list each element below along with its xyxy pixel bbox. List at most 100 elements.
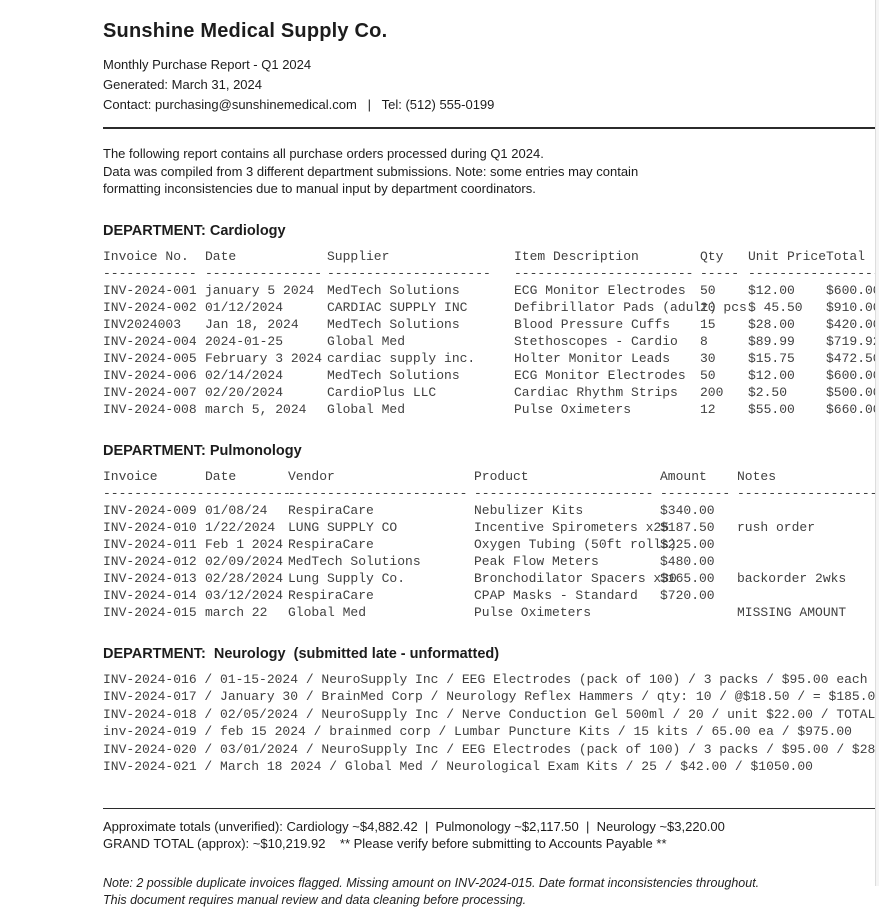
cell: 03/12/2024 (205, 587, 288, 604)
footnotes-section: Note: 2 possible duplicate invoices flag… (103, 875, 876, 910)
cell: 12 (700, 401, 748, 418)
company-title: Sunshine Medical Supply Co. (103, 20, 876, 43)
cell: $719.92 (826, 333, 879, 350)
cell: INV-2024-014 (103, 587, 205, 604)
totals-divider (103, 808, 876, 809)
cell: Defibrillator Pads (adult) (514, 299, 700, 316)
neurology-entry: INV-2024-020 / 03/01/2024 / NeuroSupply … (103, 741, 876, 759)
col-header: Unit Price (748, 248, 826, 265)
cell: 8 (700, 333, 748, 350)
cell: Global Med (288, 604, 474, 621)
cell: Global Med (327, 401, 514, 418)
cell: backorder 2wks (737, 570, 877, 587)
cell: $ 45.50 (748, 299, 826, 316)
neurology-entry: INV-2024-021 / March 18 2024 / Global Me… (103, 758, 876, 776)
col-header: Vendor (288, 468, 474, 485)
cell: Bronchodilator Spacers x30 (474, 570, 660, 587)
cell: $89.99 (748, 333, 826, 350)
cell: INV-2024-010 (103, 519, 205, 536)
table-header-row: Invoice Date Vendor Product Amount Notes (103, 468, 877, 485)
col-header: Item Description (514, 248, 700, 265)
cell: $600.00 (826, 367, 879, 384)
cell: march 5, 2024 (205, 401, 327, 418)
scrollbar-track[interactable] (875, 0, 879, 886)
cell (660, 604, 737, 621)
table-row: INV-2024-002 01/12/2024 CARDIAC SUPPLY I… (103, 299, 879, 316)
col-header: Invoice No. (103, 248, 205, 265)
cell: INV-2024-008 (103, 401, 205, 418)
cell: $472.50 (826, 350, 879, 367)
approximate-totals-line: Approximate totals (unverified): Cardiol… (103, 818, 876, 836)
cell: 2024-01-25 (205, 333, 327, 350)
section-title-neurology: DEPARTMENT: Neurology (submitted late - … (103, 646, 876, 662)
cell: $480.00 (660, 553, 737, 570)
col-header: Date (205, 248, 327, 265)
cell: Stethoscopes - Cardio (514, 333, 700, 350)
col-header: Supplier (327, 248, 514, 265)
cell: Feb 1 2024 (205, 536, 288, 553)
cell: MedTech Solutions (327, 316, 514, 333)
cell: $12.00 (748, 367, 826, 384)
table-row: INV-2024-015 march 22 Global Med Pulse O… (103, 604, 877, 621)
intro-line: The following report contains all purcha… (103, 145, 876, 163)
cell: Oxygen Tubing (50ft rolls) (474, 536, 660, 553)
table-row: INV-2024-013 02/28/2024 Lung Supply Co. … (103, 570, 877, 587)
cell: INV-2024-002 (103, 299, 205, 316)
cell: RespiraCare (288, 536, 474, 553)
cell: 01/12/2024 (205, 299, 327, 316)
cell: INV-2024-009 (103, 502, 205, 519)
cardiology-table: Invoice No. Date Supplier Item Descripti… (103, 248, 879, 418)
separator: -------- (826, 265, 879, 282)
separator-row: ------------ --------------- -----------… (103, 265, 879, 282)
cell: Pulse Oximeters (514, 401, 700, 418)
cell: 200 (700, 384, 748, 401)
neurology-entry: INV-2024-018 / 02/05/2024 / NeuroSupply … (103, 706, 876, 724)
cell: 02/28/2024 (205, 570, 288, 587)
separator-row: ------------- ----------- --------------… (103, 485, 877, 502)
cell: $187.50 (660, 519, 737, 536)
cell: 01/08/24 (205, 502, 288, 519)
col-header: Total (826, 248, 879, 265)
cell: CPAP Masks - Standard (474, 587, 660, 604)
separator: ----------- (205, 485, 288, 502)
cell: $165.00 (660, 570, 737, 587)
cell: INV-2024-005 (103, 350, 205, 367)
cell: INV-2024-012 (103, 553, 205, 570)
cell: rush order (737, 519, 877, 536)
cell: February 3 2024 (205, 350, 327, 367)
col-header: Invoice (103, 468, 205, 485)
intro-line: Data was compiled from 3 different depar… (103, 163, 876, 181)
separator: --------------- (205, 265, 327, 282)
cell (737, 553, 877, 570)
cell: 15 (700, 316, 748, 333)
intro-paragraph: The following report contains all purcha… (103, 145, 876, 198)
col-header: Qty (700, 248, 748, 265)
separator: ------------ (103, 265, 205, 282)
cell: 02/09/2024 (205, 553, 288, 570)
cell: $225.00 (660, 536, 737, 553)
table-row: INV-2024-001 january 5 2024 MedTech Solu… (103, 282, 879, 299)
neurology-entries: INV-2024-016 / 01-15-2024 / NeuroSupply … (103, 671, 876, 776)
table-row: INV-2024-005 February 3 2024 cardiac sup… (103, 350, 879, 367)
cell: $720.00 (660, 587, 737, 604)
cell (737, 536, 877, 553)
report-subtitle: Monthly Purchase Report - Q1 2024 (103, 55, 876, 75)
section-title-pulmonology: DEPARTMENT: Pulmonology (103, 443, 876, 459)
cell: Pulse Oximeters (474, 604, 660, 621)
table-row: INV-2024-008 march 5, 2024 Global Med Pu… (103, 401, 879, 418)
neurology-entry: INV-2024-016 / 01-15-2024 / NeuroSupply … (103, 671, 876, 689)
cell: Global Med (327, 333, 514, 350)
cell: Incentive Spirometers x25 (474, 519, 660, 536)
cell: INV-2024-007 (103, 384, 205, 401)
col-header: Product (474, 468, 660, 485)
intro-line: formatting inconsistencies due to manual… (103, 180, 876, 198)
cell: CARDIAC SUPPLY INC (327, 299, 514, 316)
table-row: INV-2024-010 1/22/2024 LUNG SUPPLY CO In… (103, 519, 877, 536)
cell: LUNG SUPPLY CO (288, 519, 474, 536)
cell: 20 pcs (700, 299, 748, 316)
cell: INV-2024-001 (103, 282, 205, 299)
cell: 02/14/2024 (205, 367, 327, 384)
cell: 1/22/2024 (205, 519, 288, 536)
totals-section: Approximate totals (unverified): Cardiol… (103, 818, 876, 853)
neurology-entry: INV-2024-017 / January 30 / BrainMed Cor… (103, 688, 876, 706)
